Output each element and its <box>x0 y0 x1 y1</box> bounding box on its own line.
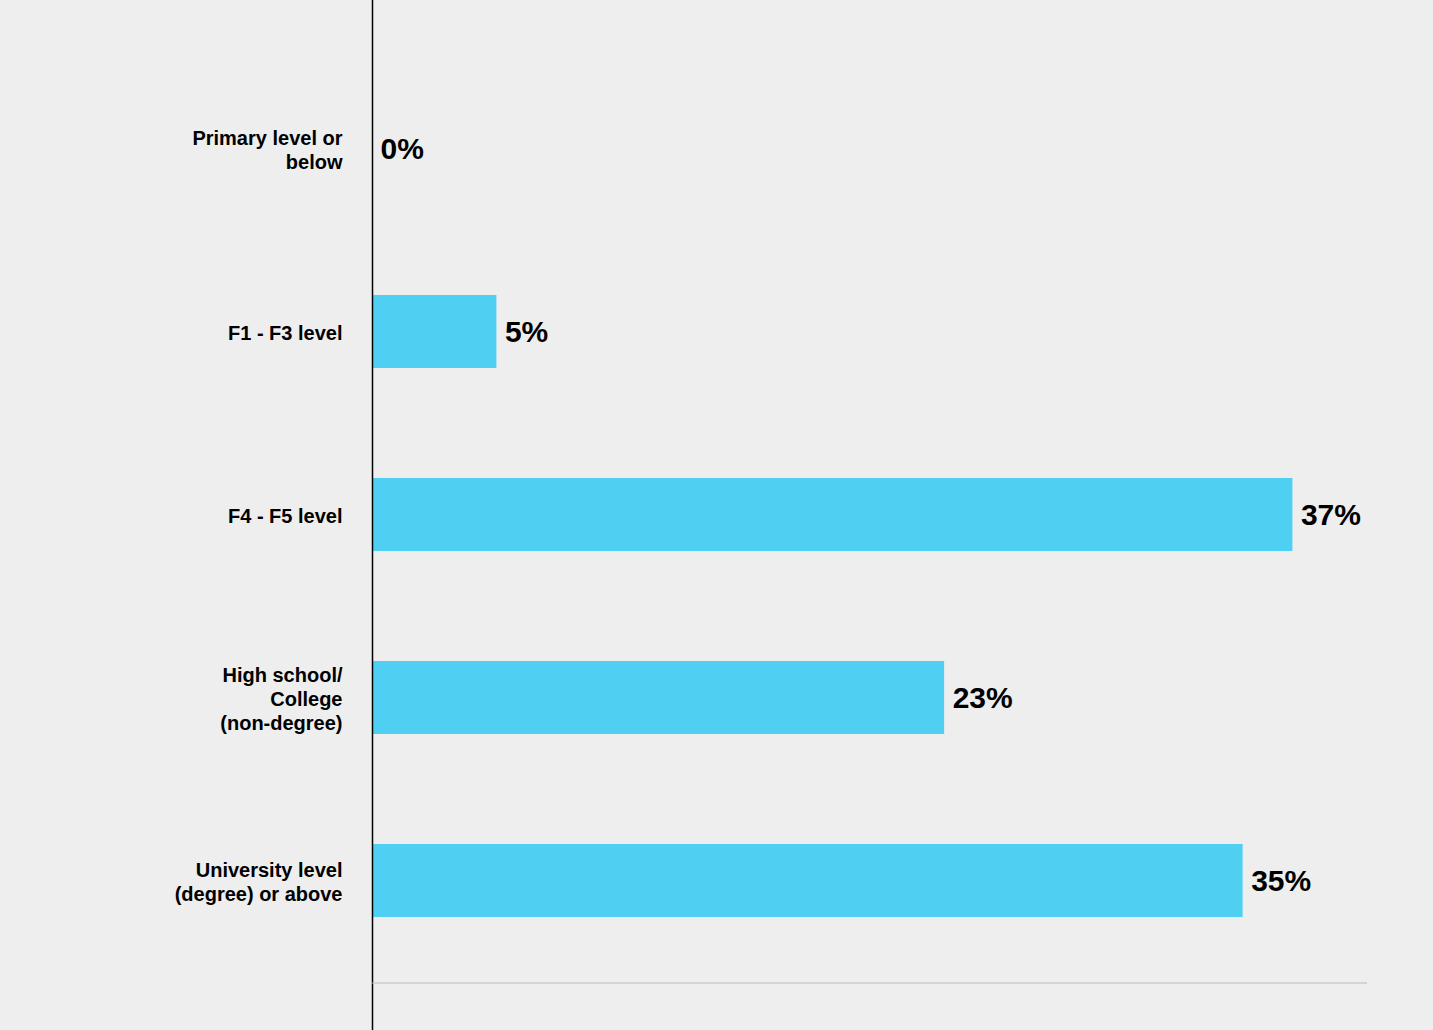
svg-text:37%: 37% <box>1301 498 1361 531</box>
svg-text:Primary level orbelow: Primary level orbelow <box>192 127 343 173</box>
svg-text:University level(degree) or ab: University level(degree) or above <box>175 859 343 905</box>
svg-text:F1 - F3 level: F1 - F3 level <box>228 322 343 344</box>
svg-text:35%: 35% <box>1251 864 1311 897</box>
svg-text:5%: 5% <box>505 315 548 348</box>
svg-text:0%: 0% <box>381 132 424 165</box>
svg-text:High school/College(non-degree: High school/College(non-degree) <box>220 664 343 734</box>
svg-text:23%: 23% <box>953 681 1013 714</box>
svg-text:F4 - F5 level: F4 - F5 level <box>228 505 343 527</box>
